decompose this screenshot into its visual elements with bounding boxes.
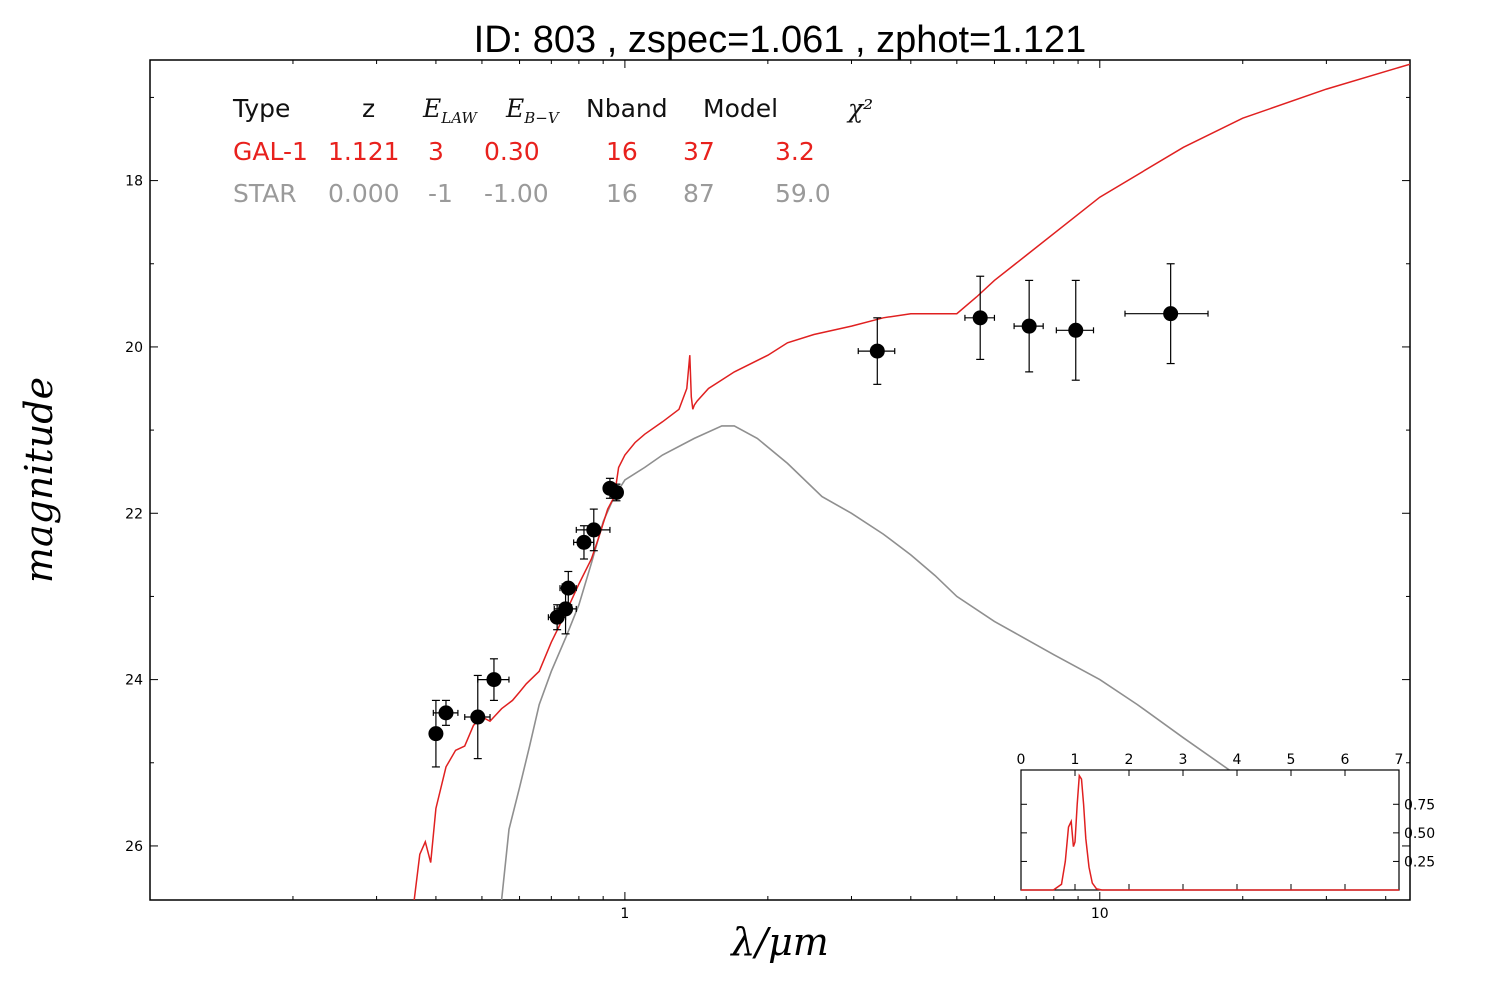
inset-y-tick-label: 0.75	[1404, 797, 1435, 813]
photometry-marker	[558, 601, 574, 617]
photometry-point	[964, 275, 996, 361]
photometry-point	[464, 674, 491, 760]
photometry-marker	[428, 726, 444, 742]
table-cell: 0.000	[328, 179, 400, 208]
inset-x-tick-label: 5	[1287, 752, 1296, 768]
table-cell: 87	[683, 179, 715, 208]
table-cell: -1	[428, 179, 453, 208]
photometry-marker	[1021, 318, 1037, 334]
photometry-point	[1013, 279, 1044, 373]
inset-y-tick-label: 0.50	[1404, 826, 1435, 842]
plot-frame	[149, 59, 1411, 901]
y-tick-label: 20	[125, 340, 143, 356]
inset-y-tick-label: 0.25	[1404, 854, 1435, 870]
chart-title: ID: 803 , zspec=1.061 , zphot=1.121	[474, 19, 1087, 61]
inset-frame	[1020, 769, 1400, 891]
photometry-marker	[560, 580, 576, 596]
inset-x-tick-label: 6	[1341, 752, 1350, 768]
x-tick-label: 10	[1091, 906, 1109, 922]
photometry-marker	[470, 709, 486, 725]
y-tick-label: 18	[125, 174, 143, 190]
photometry-marker	[1068, 322, 1084, 338]
pdz-curve	[1021, 773, 1399, 891]
table-header-elaw: ELAW	[422, 94, 478, 127]
star-model-curve	[500, 425, 1244, 900]
inset-x-tick-label: 1	[1071, 752, 1080, 768]
photometry-point	[1124, 263, 1209, 365]
table-cell: GAL-1	[233, 137, 308, 166]
table-header-type: Type	[232, 94, 290, 123]
table-cell: -1.00	[484, 179, 549, 208]
inset-x-tick-label: 0	[1017, 752, 1026, 768]
inset-x-tick-label: 7	[1395, 752, 1404, 768]
photometry-marker	[586, 522, 602, 538]
table-header-z: z	[362, 94, 375, 123]
photometry-point	[428, 699, 444, 768]
table-cell: 16	[606, 137, 638, 166]
fit-summary-table: Type z ELAW EB−V Nband Model χ² GAL-1 1.1…	[232, 94, 873, 208]
photometry-point	[575, 508, 611, 552]
table-cell: STAR	[233, 179, 297, 208]
photometry-marker	[576, 534, 592, 550]
photometry-point	[857, 317, 896, 385]
table-cell: 1.121	[328, 137, 400, 166]
y-axis-label: magnitude	[17, 377, 61, 583]
table-rows: GAL-1 1.121 3 0.30 16 37 3.2 STAR 0.000 -1 -1.00 16…	[233, 137, 831, 208]
x-tick-label: 1	[620, 906, 629, 922]
table-cell: 59.0	[775, 179, 831, 208]
photometry-point	[608, 483, 624, 502]
y-tick-label: 26	[125, 839, 143, 855]
photometry-points	[428, 263, 1209, 768]
photometry-point	[1055, 279, 1095, 381]
photometry-point	[477, 658, 510, 701]
y-tick-label: 24	[125, 673, 143, 689]
table-cell: 37	[683, 137, 715, 166]
photometry-marker	[438, 705, 454, 721]
table-header-model: Model	[703, 94, 778, 123]
photometry-marker	[608, 484, 624, 500]
table-header-chi2: χ²	[846, 94, 873, 123]
table-cell: 3	[428, 137, 444, 166]
inset-x-tick-label: 2	[1125, 752, 1134, 768]
x-axis-label: λ/μm	[729, 920, 829, 964]
table-header-ebv: EB−V	[505, 94, 561, 127]
inset-ticks: 0 1 2 3 4 5 6 7 0.25 0.50 0.75	[1017, 752, 1435, 890]
photometry-point	[432, 699, 459, 726]
table-cell: 3.2	[775, 137, 815, 166]
photometry-marker	[486, 672, 502, 688]
pdz-inset: 0 1 2 3 4 5 6 7 0.25 0.50 0.75	[1017, 752, 1435, 891]
y-tick-label: 22	[125, 506, 143, 522]
inset-x-tick-label: 4	[1233, 752, 1242, 768]
photometry-marker	[972, 310, 988, 326]
photometry-point	[559, 570, 577, 606]
inset-x-tick-label: 3	[1179, 752, 1188, 768]
table-header-nband: Nband	[586, 94, 668, 123]
table-cell: 0.30	[484, 137, 540, 166]
inset-curve	[1021, 773, 1399, 891]
photometry-marker	[869, 343, 885, 359]
table-cell: 16	[606, 179, 638, 208]
photometry-marker	[1163, 306, 1179, 322]
